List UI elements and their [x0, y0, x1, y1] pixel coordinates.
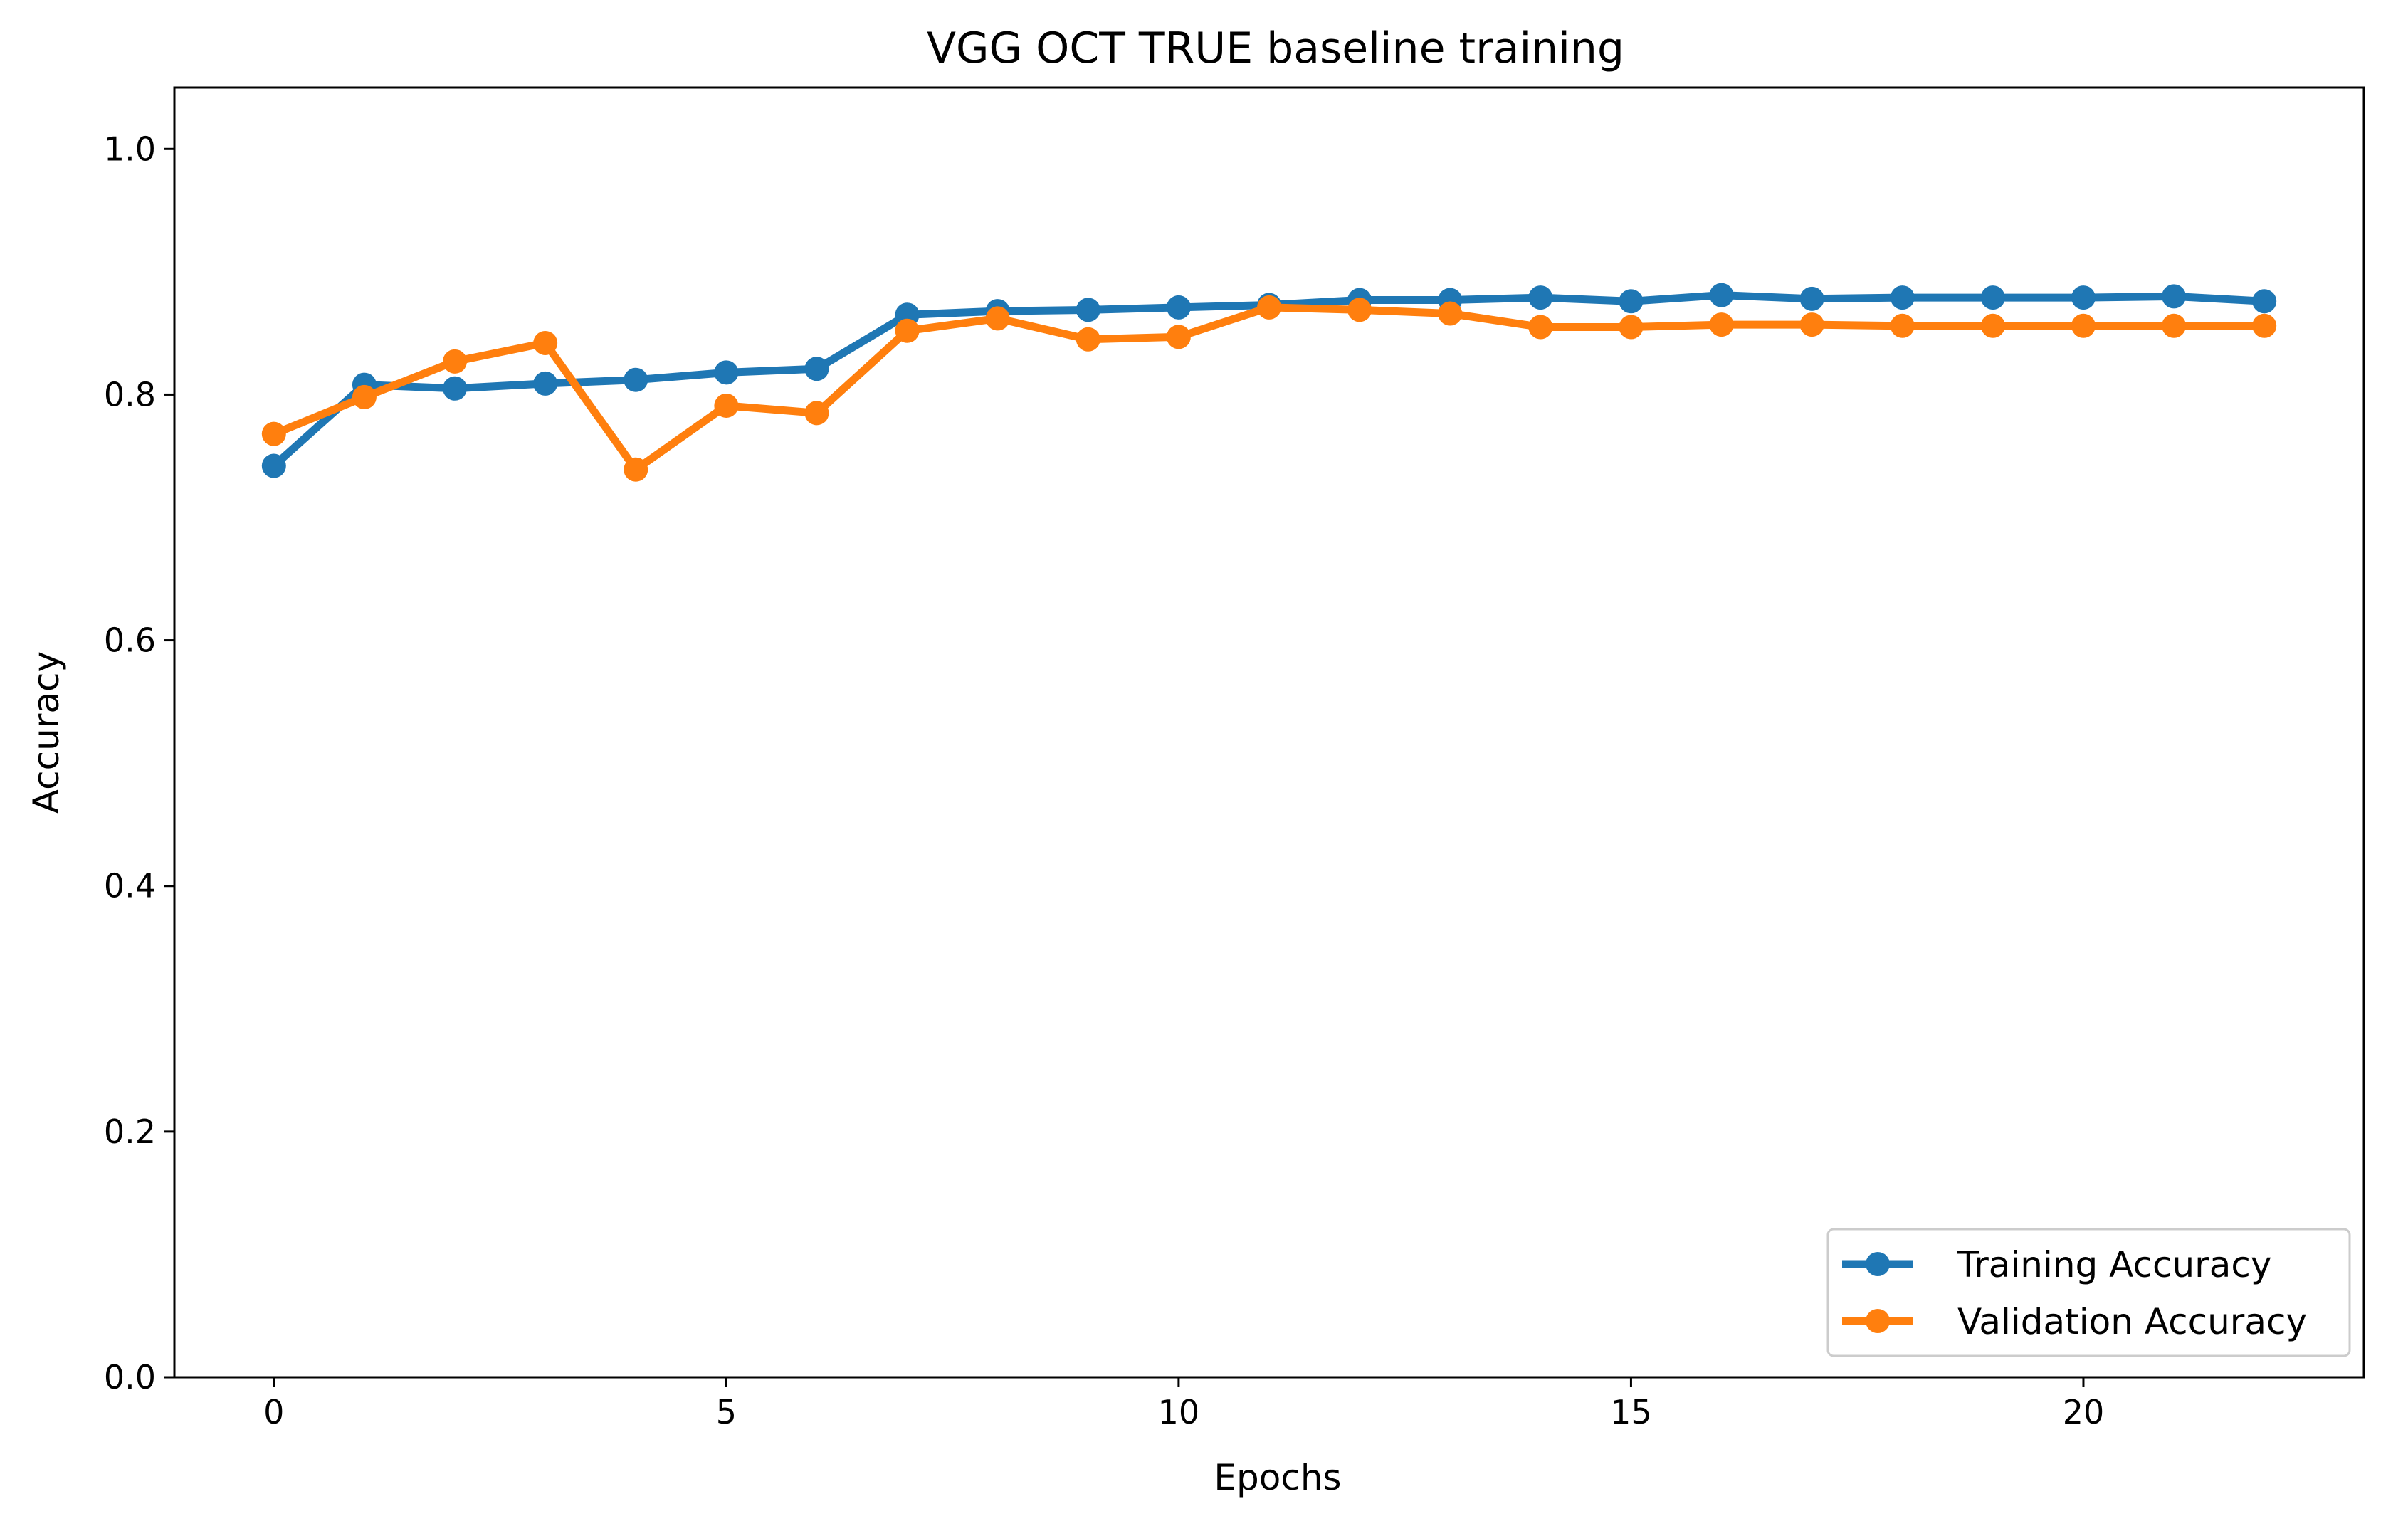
legend-box — [1826, 1228, 2351, 1357]
data-point — [443, 376, 468, 401]
data-point — [1890, 313, 1915, 338]
plot-frame — [173, 86, 2365, 1379]
plot-area — [173, 86, 2365, 1379]
data-point — [1890, 285, 1915, 310]
data-point — [1619, 315, 1644, 340]
x-tick-label: 20 — [2063, 1393, 2105, 1431]
data-point — [1166, 325, 1191, 349]
y-tick-label: 0.2 — [104, 1112, 156, 1151]
data-point — [985, 306, 1010, 331]
data-point — [1257, 295, 1281, 320]
legend-entry: Training Accuracy — [1842, 1244, 2271, 1285]
series-layer — [261, 283, 2277, 482]
data-point — [2071, 313, 2096, 338]
legend-marker — [1866, 1309, 1890, 1333]
y-tick-label: 1.0 — [104, 130, 156, 168]
x-tick-label: 5 — [716, 1393, 737, 1431]
data-point — [804, 401, 829, 426]
data-point — [624, 457, 648, 482]
y-axis-label: Accuracy — [26, 651, 67, 814]
data-point — [1709, 312, 1734, 337]
data-point — [352, 384, 377, 409]
data-point — [1528, 315, 1553, 340]
data-point — [714, 393, 739, 418]
x-axis: 0 5 10 15 20 — [263, 1377, 2104, 1431]
data-point — [261, 453, 286, 478]
legend: Training Accuracy Validation Accuracy — [1826, 1228, 2351, 1357]
data-point — [533, 371, 558, 396]
data-point — [1709, 283, 1734, 307]
y-tick-label: 0.4 — [104, 867, 156, 905]
legend-marker — [1866, 1252, 1890, 1276]
x-tick-label: 0 — [263, 1393, 284, 1431]
data-point — [1799, 312, 1824, 337]
legend-label: Validation Accuracy — [1957, 1301, 2307, 1342]
y-tick-label: 0.6 — [104, 621, 156, 660]
data-point — [261, 421, 286, 446]
x-tick-label: 10 — [1158, 1393, 1200, 1431]
y-tick-label: 0.0 — [104, 1358, 156, 1396]
data-point — [1799, 286, 1824, 311]
legend-entry: Validation Accuracy — [1842, 1301, 2307, 1342]
data-point — [1980, 313, 2005, 338]
data-point — [443, 349, 468, 374]
data-point — [2162, 313, 2187, 338]
data-point — [1166, 295, 1191, 320]
data-point — [2162, 284, 2187, 309]
data-point — [624, 367, 648, 392]
chart-title: VGG OCT TRUE baseline training — [927, 23, 1624, 73]
data-point — [2252, 313, 2277, 338]
series-validation-accuracy — [261, 295, 2277, 482]
data-point — [1438, 301, 1463, 326]
data-point — [2252, 289, 2277, 314]
data-point — [1076, 327, 1100, 352]
data-point — [1528, 285, 1553, 310]
x-tick-label: 15 — [1610, 1393, 1652, 1431]
data-point — [2071, 285, 2096, 310]
data-point — [1619, 289, 1644, 314]
data-point — [1076, 298, 1100, 322]
legend-label: Training Accuracy — [1957, 1244, 2271, 1285]
data-point — [804, 357, 829, 382]
data-point — [895, 318, 920, 343]
y-tick-label: 0.8 — [104, 375, 156, 414]
data-point — [533, 330, 558, 355]
data-point — [1347, 298, 1372, 322]
data-point — [1980, 285, 2005, 310]
y-axis: 0.0 0.2 0.4 0.6 0.8 1.0 — [104, 130, 174, 1396]
data-point — [714, 360, 739, 385]
x-axis-label: Epochs — [1214, 1457, 1341, 1498]
legend-entries: Training Accuracy Validation Accuracy — [1842, 1244, 2307, 1342]
